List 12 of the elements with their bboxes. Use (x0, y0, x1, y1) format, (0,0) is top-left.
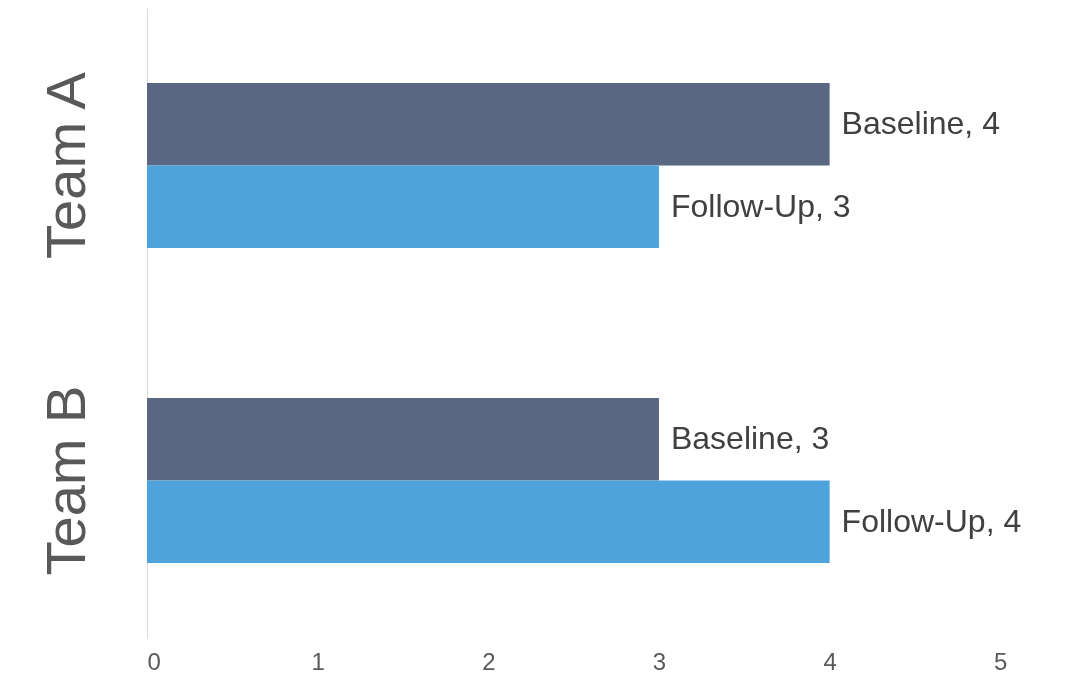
data-label: Baseline, 3 (670, 420, 830, 457)
x-tick-label: 0 (147, 647, 161, 675)
y-tick-label: Team A (33, 71, 97, 259)
x-tick-label: 5 (994, 647, 1008, 675)
x-tick-label: 4 (823, 647, 837, 675)
x-tick-label: 1 (311, 647, 325, 675)
y-tick-label: Team B (33, 385, 97, 576)
data-label: Follow-Up, 4 (841, 502, 1022, 539)
x-tick-label: 2 (482, 647, 496, 675)
data-label: Baseline, 4 (841, 105, 1000, 142)
data-label: Follow-Up, 3 (670, 187, 851, 224)
x-tick-label: 3 (652, 647, 667, 675)
